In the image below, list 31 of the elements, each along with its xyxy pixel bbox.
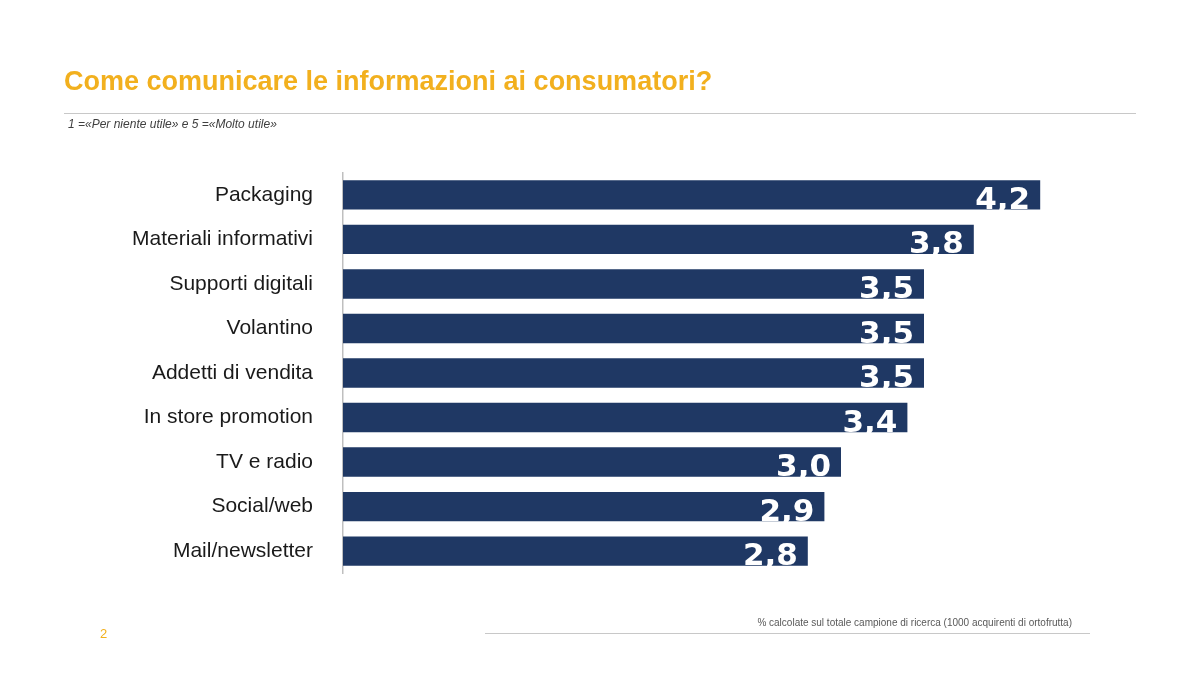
bar (343, 447, 841, 477)
bar (343, 224, 974, 255)
y-tick-label: Materiali informativi (132, 226, 313, 250)
data-label: 3,5 (859, 268, 914, 305)
y-tick-label: Mail/newsletter (172, 537, 313, 561)
data-label: 3,0 (776, 447, 831, 484)
bar (343, 180, 1041, 210)
chart-title: Come comunicare le informazioni ai consumatori? (64, 66, 713, 97)
bar (343, 536, 808, 566)
bar (343, 269, 924, 299)
data-label: 2,9 (759, 491, 815, 528)
data-label: 4,2 (975, 179, 1031, 216)
bar (343, 491, 825, 522)
text: 1 =«Per niente utile» e 5 =«Molto utile» (68, 117, 277, 131)
y-tick-label: TV e radio (216, 448, 313, 472)
bar (343, 313, 924, 344)
bar (343, 358, 924, 388)
text: 2 (100, 626, 108, 641)
data-label: 3,8 (908, 224, 964, 261)
data-label: 3,5 (859, 313, 914, 350)
y-tick-label: Supporti digitali (169, 270, 313, 294)
y-tick-label: Social/web (211, 493, 313, 517)
y-tick-label: Addetti di vendita (151, 359, 314, 383)
y-tick-label: In store promotion (143, 404, 313, 428)
y-tick-label: Volantino (226, 315, 313, 339)
bar (343, 402, 908, 433)
y-tick-label: Packaging (214, 181, 313, 205)
data-label: 3,5 (859, 358, 914, 395)
text: % calcolate sul totale campione di ricerca (1000 acquirenti di ortofrutta) (757, 617, 1072, 628)
data-label: 2,8 (742, 536, 798, 573)
data-label: 3,4 (842, 402, 898, 439)
